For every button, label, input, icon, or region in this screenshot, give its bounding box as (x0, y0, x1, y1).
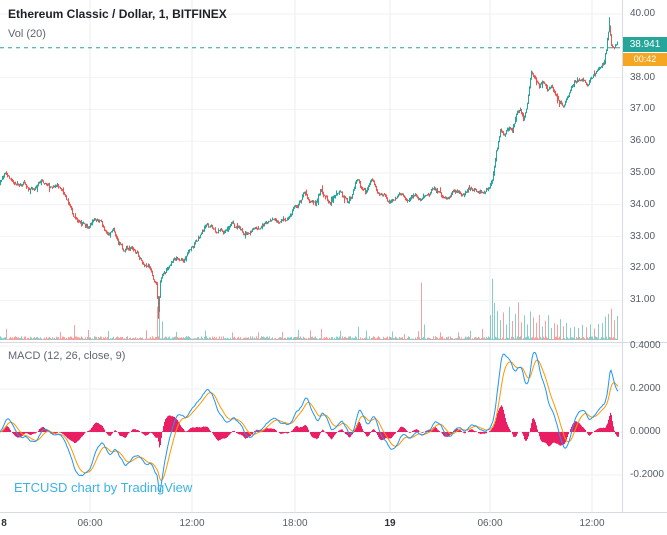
time-axis-label: 18:00 (282, 518, 308, 529)
time-axis-label: 12:00 (179, 518, 205, 529)
macd-axis-label: 0.4000 (630, 340, 661, 351)
price-axis[interactable]: 40.00 38.00 37.00 36.00 35.00 34.00 33.00 32.00… (623, 0, 667, 342)
time-axis-label: 19 (384, 518, 396, 529)
time-axis-label: 8 (1, 518, 7, 529)
price-axis-label: 31.00 (630, 294, 656, 305)
pane-divider[interactable] (0, 342, 667, 343)
price-axis-label: 35.00 (630, 167, 656, 178)
tradingview-watermark[interactable]: ETCUSD chart by TradingView (14, 480, 193, 495)
time-axis-divider (0, 512, 667, 513)
price-axis-label: 33.00 (630, 231, 656, 242)
macd-chart[interactable] (0, 343, 622, 512)
price-axis-label: 36.00 (630, 135, 656, 146)
price-axis-label: 40.00 (630, 8, 656, 19)
macd-axis-label: -0.2000 (630, 469, 664, 480)
price-axis-label: 37.00 (630, 103, 656, 114)
price-axis-divider (622, 0, 623, 512)
price-axis-label: 38.00 (630, 72, 656, 83)
price-pane[interactable]: Ethereum Classic / Dollar, 1, BITFINEX V… (0, 0, 622, 342)
time-axis[interactable]: 8 06:00 12:00 18:00 19 06:00 12:00 (0, 513, 667, 535)
time-axis-label: 12:00 (579, 518, 605, 529)
time-axis-label: 06:00 (477, 518, 503, 529)
price-axis-label: 34.00 (630, 199, 656, 210)
macd-pane[interactable]: MACD (12, 26, close, 9) ETCUSD chart by … (0, 343, 622, 512)
time-axis-label: 06:00 (77, 518, 103, 529)
macd-axis-label: 0.0000 (630, 426, 661, 437)
macd-axis-label: 0.2000 (630, 383, 661, 394)
last-price-badge: 38.941 (623, 37, 667, 52)
bar-countdown-badge: 00:42 (623, 53, 667, 66)
candlestick-volume-chart[interactable] (0, 0, 622, 342)
price-axis-label: 32.00 (630, 262, 656, 273)
macd-axis[interactable]: 0.4000 0.2000 0.0000 -0.2000 (623, 340, 667, 512)
